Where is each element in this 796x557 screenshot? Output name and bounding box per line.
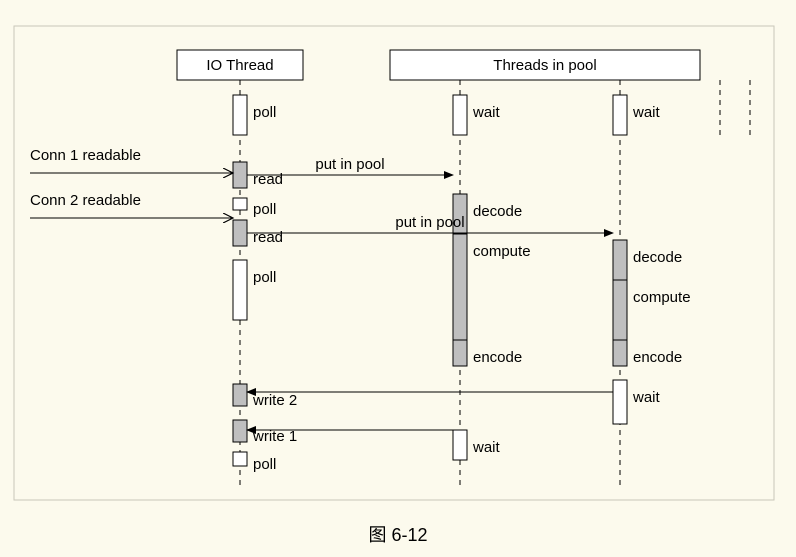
pool-header-label: Threads in pool	[493, 57, 596, 74]
io-activation-6-label: write 1	[252, 428, 297, 445]
io-activation-2	[233, 198, 247, 210]
pool1-activation-0	[453, 95, 467, 135]
pool2-activation-3-label: encode	[633, 349, 682, 366]
external-label-1: Conn 2 readable	[30, 192, 141, 209]
pool2-activation-1	[613, 240, 627, 280]
pool2-activation-2-label: compute	[633, 289, 691, 306]
io-activation-0	[233, 95, 247, 135]
io-activation-2-label: poll	[253, 201, 276, 218]
pool1-activation-4-label: wait	[472, 439, 501, 456]
io-activation-4	[233, 260, 247, 320]
pool2-activation-4	[613, 380, 627, 424]
pool2-activation-2	[613, 280, 627, 340]
pool1-activation-3-label: encode	[473, 349, 522, 366]
io-activation-5	[233, 384, 247, 406]
io-activation-0-label: poll	[253, 104, 276, 121]
external-label-0: Conn 1 readable	[30, 147, 141, 164]
io-activation-5-label: write 2	[252, 392, 297, 409]
io-activation-6	[233, 420, 247, 442]
io-activation-4-label: poll	[253, 269, 276, 286]
pool1-activation-2-label: compute	[473, 243, 531, 260]
figure-caption: 图 6-12	[0, 521, 796, 547]
pool2-activation-3	[613, 340, 627, 366]
message-0-label: put in pool	[315, 156, 384, 173]
io-activation-1-label: read	[253, 171, 283, 188]
pool1-activation-4	[453, 430, 467, 460]
sequence-diagram: IO Thread Threads in pool poll read poll read…	[0, 0, 796, 520]
io-thread-header-label: IO Thread	[206, 57, 273, 74]
pool1-activation-2	[453, 234, 467, 340]
pool2-activation-4-label: wait	[632, 389, 661, 406]
pool1-activation-0-label: wait	[472, 104, 501, 121]
io-activation-3	[233, 220, 247, 246]
pool2-activation-0-label: wait	[632, 104, 661, 121]
pool1-activation-3	[453, 340, 467, 366]
pool2-activation-0	[613, 95, 627, 135]
io-activation-1	[233, 162, 247, 188]
pool2-activation-1-label: decode	[633, 249, 682, 266]
io-activation-3-label: read	[253, 229, 283, 246]
message-1-label: put in pool	[395, 214, 464, 231]
io-activation-7	[233, 452, 247, 466]
pool1-activation-1-label: decode	[473, 203, 522, 220]
io-activation-7-label: poll	[253, 456, 276, 473]
